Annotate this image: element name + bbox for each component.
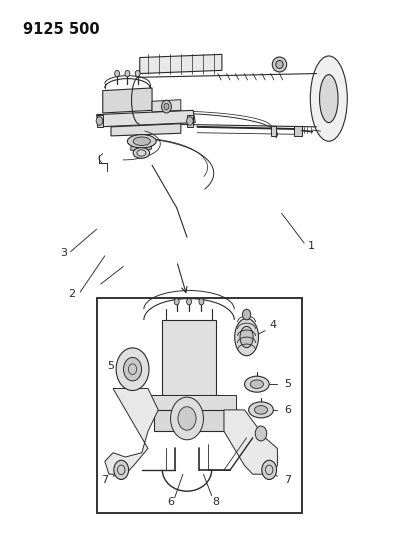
Circle shape [123, 358, 141, 381]
Circle shape [164, 103, 169, 110]
Circle shape [171, 397, 203, 440]
Ellipse shape [133, 148, 150, 158]
Ellipse shape [133, 137, 150, 146]
Polygon shape [111, 124, 181, 136]
Polygon shape [154, 410, 224, 431]
Text: 6: 6 [284, 405, 291, 415]
Circle shape [255, 426, 267, 441]
Circle shape [199, 298, 204, 305]
Polygon shape [271, 126, 276, 136]
Text: 7: 7 [284, 474, 291, 484]
Ellipse shape [250, 380, 263, 389]
Text: 8: 8 [212, 497, 219, 507]
Ellipse shape [319, 75, 338, 123]
Text: 5: 5 [284, 379, 291, 389]
Polygon shape [162, 320, 216, 395]
Circle shape [115, 70, 120, 77]
Ellipse shape [310, 56, 347, 141]
Polygon shape [105, 389, 158, 474]
Circle shape [242, 309, 251, 320]
Circle shape [162, 100, 171, 113]
Circle shape [125, 70, 130, 77]
Circle shape [96, 117, 103, 125]
Polygon shape [224, 410, 277, 474]
Polygon shape [294, 126, 302, 136]
Text: 7: 7 [101, 474, 109, 484]
Polygon shape [97, 115, 103, 127]
Text: 9125 500: 9125 500 [23, 22, 99, 37]
Circle shape [187, 117, 193, 125]
Circle shape [135, 70, 140, 77]
Ellipse shape [276, 60, 283, 68]
Polygon shape [152, 100, 181, 112]
Text: 4: 4 [270, 320, 277, 330]
Text: 6: 6 [167, 497, 174, 507]
Ellipse shape [235, 318, 259, 356]
Polygon shape [103, 88, 152, 113]
Ellipse shape [272, 57, 287, 72]
Circle shape [178, 407, 196, 430]
Polygon shape [140, 54, 222, 74]
Polygon shape [142, 395, 236, 410]
Circle shape [114, 461, 129, 480]
Bar [97, 298, 302, 513]
Text: 2: 2 [68, 289, 76, 299]
Circle shape [174, 298, 179, 305]
Text: 3: 3 [60, 248, 67, 258]
Ellipse shape [240, 326, 253, 348]
Polygon shape [187, 115, 193, 127]
Ellipse shape [245, 376, 269, 392]
Polygon shape [131, 140, 152, 150]
Text: 5: 5 [107, 361, 115, 371]
Polygon shape [97, 110, 195, 127]
Text: 1: 1 [308, 241, 315, 251]
Circle shape [262, 461, 277, 480]
Ellipse shape [254, 406, 268, 414]
Circle shape [187, 298, 192, 305]
Ellipse shape [249, 402, 273, 418]
Ellipse shape [127, 134, 156, 148]
Circle shape [116, 348, 149, 391]
